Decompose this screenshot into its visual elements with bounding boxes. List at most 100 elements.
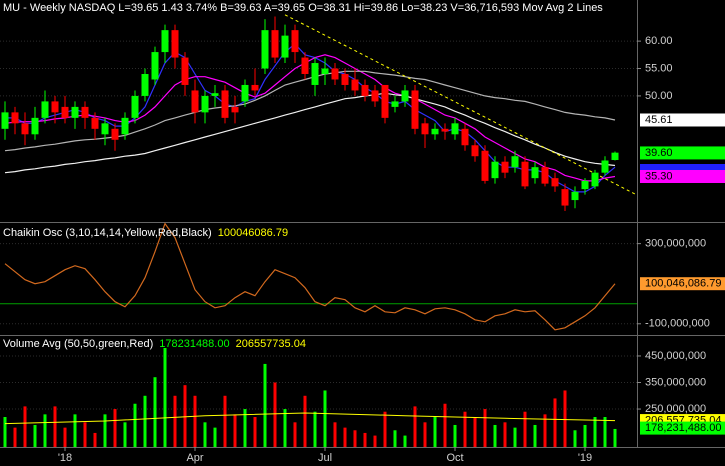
volume-bar [203, 422, 207, 447]
moving-average-line [4, 70, 616, 152]
volume-bar [523, 411, 527, 447]
volume-bar [133, 403, 137, 447]
panel-title: Chaikin Osc (3,10,14,14,Yellow,Red,Black… [3, 227, 288, 239]
panel-title: Volume Avg (50,50,green,Red) 178231488.00… [3, 338, 306, 350]
candle-body [31, 117, 39, 135]
value-label: 45.61 [645, 114, 673, 126]
volume-bar [183, 385, 187, 447]
panel-title-text: Chaikin Osc (3,10,14,14,Yellow,Red,Black… [3, 227, 212, 239]
panel-title-value: 100046086.79 [218, 227, 288, 239]
volume-bar [213, 427, 217, 447]
y-tick-label: 300,000,000 [645, 238, 706, 250]
volume-bar [163, 348, 167, 447]
volume-bar [173, 395, 177, 447]
volume-bar [443, 403, 447, 447]
candle-body [251, 84, 259, 91]
x-tick-label: '18 [58, 452, 72, 464]
volume-bar [433, 417, 437, 447]
candle-body [121, 117, 129, 135]
volume-bar [563, 390, 567, 447]
volume-bar [153, 377, 157, 447]
value-label-box [640, 146, 725, 160]
moving-average-line [5, 43, 616, 193]
candle-body [161, 30, 169, 53]
x-tick-label: Oct [446, 452, 463, 464]
volume-bar [193, 395, 197, 447]
candle-body [281, 35, 289, 58]
volume-bar [123, 422, 127, 447]
candle-body [571, 191, 579, 201]
candle-body [91, 117, 99, 129]
candle-body [311, 63, 319, 85]
value-label: 100,046,086.79 [645, 278, 721, 290]
candle-body [131, 95, 139, 118]
candle-body [271, 30, 279, 58]
candle-body [471, 145, 479, 157]
candle-body [421, 123, 429, 135]
moving-average-line [4, 92, 616, 174]
volume-bar [593, 417, 597, 447]
x-tick-label: '19 [578, 452, 592, 464]
volume-bar [353, 430, 357, 447]
candle-body [201, 95, 209, 113]
volume-bar [273, 382, 277, 447]
y-tick-label: 350,000,000 [645, 376, 706, 388]
value-label-box [640, 277, 725, 291]
candle-body [11, 112, 19, 124]
volume-bar [3, 417, 7, 447]
candle-body [611, 152, 619, 161]
volume-bar [583, 424, 587, 447]
volume-bar [263, 363, 267, 447]
candle-body [211, 93, 219, 96]
candle-body [101, 123, 109, 135]
volume-bar [243, 409, 247, 447]
volume-bar [23, 406, 27, 447]
candle-body [221, 90, 229, 118]
candle-body [431, 128, 439, 135]
candle-body [111, 128, 119, 140]
candle-body [581, 180, 589, 190]
volume-bar [483, 409, 487, 447]
x-tick-label: Jul [318, 452, 332, 464]
volume-bar [403, 435, 407, 447]
volume-bar [453, 424, 457, 447]
y-tick-label: 50.00 [645, 90, 673, 102]
candle-body [381, 84, 389, 118]
volume-bar [473, 417, 477, 447]
volume-bar [333, 422, 337, 447]
volume-bar [383, 411, 387, 447]
candle-body [601, 160, 609, 173]
volume-bar [393, 430, 397, 447]
candle-body [591, 172, 599, 187]
volume-bar [73, 414, 77, 447]
candle-body [51, 101, 59, 113]
value-label: 39.60 [645, 147, 673, 159]
candle-body [21, 123, 29, 135]
volume-bar [613, 428, 617, 447]
candle-body [491, 161, 499, 179]
volume-bar [513, 427, 517, 447]
candle-body [241, 84, 249, 102]
candle-body [181, 57, 189, 85]
volume-bar [323, 390, 327, 447]
volume-bar [303, 395, 307, 447]
volume-bar [413, 406, 417, 447]
candle-body [41, 101, 49, 118]
volume-bar [143, 395, 147, 447]
volume-bar [603, 417, 607, 447]
candle-body [411, 90, 419, 129]
candle-body [61, 106, 69, 118]
y-tick-label: 60.00 [645, 35, 673, 47]
volume-bar [423, 422, 427, 447]
x-tick-label: Apr [186, 452, 203, 464]
volume-bar [253, 417, 257, 447]
moving-average-line [4, 54, 616, 182]
volume-bar [553, 398, 557, 447]
volume-bar [103, 414, 107, 447]
volume-bar [223, 395, 227, 447]
value-label: 35.30 [645, 170, 673, 182]
volume-bar [63, 427, 67, 447]
candle-body [151, 52, 159, 80]
volume-bar [343, 427, 347, 447]
